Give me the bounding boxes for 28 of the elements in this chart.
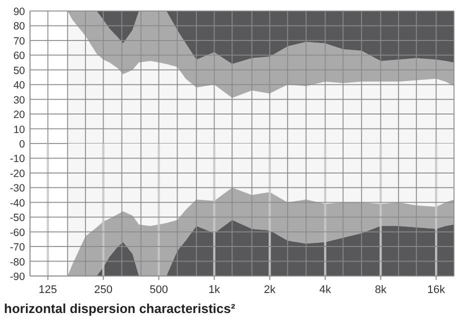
y-tick-label: -80 (10, 256, 26, 268)
y-tick-label: -10 (10, 153, 26, 166)
y-tick-label: -50 (10, 212, 26, 224)
y-tick-label: -90 (10, 271, 26, 283)
y-tick-label: 70 (13, 35, 26, 48)
y-tick-label: 80 (13, 20, 26, 33)
x-tick-label: 4k (319, 284, 332, 296)
y-tick-label: 30 (13, 94, 26, 106)
y-tick-label: 10 (13, 124, 26, 136)
x-tick-label: 2k (264, 284, 276, 296)
text: horizontal dispersion characteristics² (4, 301, 236, 316)
x-tick-label: 125 (38, 284, 58, 296)
y-tick-label: 50 (13, 64, 26, 77)
y-tick-label: 60 (13, 50, 26, 62)
y-tick-label: -30 (10, 182, 26, 195)
y-tick-label: 40 (13, 80, 26, 92)
y-tick-label: 90 (13, 6, 26, 18)
x-tick-label: 500 (150, 284, 168, 296)
x-tick-label: 1k (208, 284, 221, 296)
x-tick-label: 250 (94, 284, 113, 296)
x-tick-label: 8k (374, 284, 387, 296)
y-tick-label: 0 (19, 138, 26, 150)
y-tick-label: -20 (10, 168, 26, 180)
y-tick-label: -40 (10, 197, 26, 210)
y-tick-label: 20 (13, 109, 26, 122)
y-tick-label: -70 (10, 242, 26, 254)
y-tick-label: -60 (10, 226, 26, 239)
x-tick-label: 16k (427, 284, 446, 296)
